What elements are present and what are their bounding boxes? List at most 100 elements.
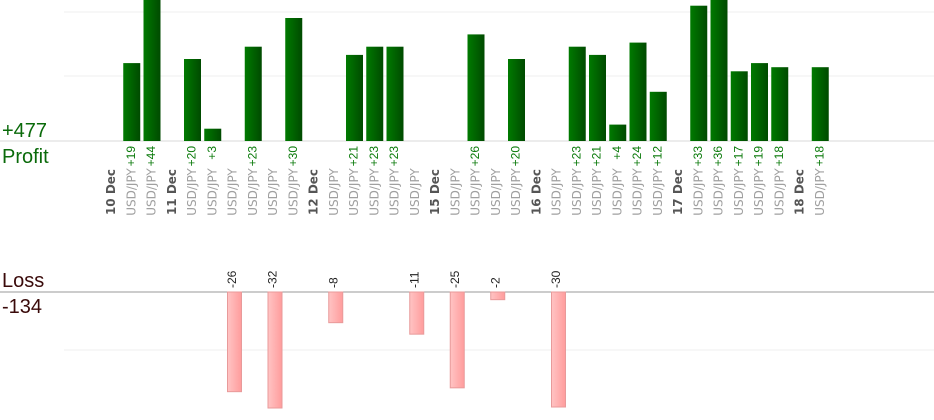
pair-label: USD/JPY [772,168,786,216]
pair-label: USD/JPY [732,168,746,216]
loss-bar [449,291,465,389]
profit-value-label: +44 [144,146,158,167]
date-label: 10 Dec [104,169,118,215]
pair-label: USD/JPY [813,168,827,216]
profit-bar [386,46,404,142]
date-label: 11 Dec [165,169,179,215]
loss-bar [490,291,506,301]
date-label: 12 Dec [307,169,321,215]
profit-total: +477 [2,120,47,142]
profit-bar [508,59,525,141]
profit-value-label: +3 [205,146,219,160]
profit-value-label: +18 [812,146,826,167]
profit-bar [123,63,141,141]
profit-bar [710,0,728,141]
profit-value-label: +30 [286,146,300,167]
loss-bar [267,291,283,409]
pair-label: USD/JPY [550,168,564,216]
pair-label: USD/JPY [124,168,138,216]
pair-label: USD/JPY [489,168,503,216]
profit-value-label: +19 [124,146,138,167]
profit-value-label: +23 [245,146,259,167]
profit-bar [609,124,627,141]
axis-labels: 10 Dec USD/JPY USD/JPY 11 Dec USD/JPY USD/JPY… [104,168,827,216]
loss-value-label: -25 [448,270,462,288]
profit-bar [811,67,829,141]
profit-value-label: +23 [569,146,583,167]
profit-bar [629,42,647,141]
pair-label: USD/JPY [448,168,462,216]
date-label: 18 Dec [793,169,807,215]
pair-label: USD/JPY [388,168,402,216]
profit-value-label: +36 [711,146,725,167]
profit-value-label: +21 [590,146,604,167]
date-label: 15 Dec [428,169,442,215]
profit-bar [568,46,586,142]
loss-value-label: -8 [326,277,340,288]
pair-label: USD/JPY [469,168,483,216]
profit-bar [730,71,748,141]
profit-value-label: +12 [650,146,664,167]
profit-value-label: +17 [731,146,745,167]
loss-value-label: -32 [266,270,280,288]
pair-label: USD/JPY [347,168,361,216]
profit-bar [184,59,201,141]
pair-label: USD/JPY [408,168,422,216]
loss-bar [551,291,566,408]
profit-title: Profit [2,146,49,168]
pair-label: USD/JPY [631,168,645,216]
profit-bar [204,128,222,141]
profit-bar [690,5,708,142]
profit-value-label: +24 [630,146,644,167]
profit-bar [751,63,768,141]
profit-value-label: +23 [367,146,381,167]
date-label: 16 Dec [529,169,543,215]
pair-label: USD/JPY [610,168,624,216]
profit-bar [244,46,262,142]
profit-bar [346,54,363,141]
profit-value-label: +23 [387,146,401,167]
date-label: 17 Dec [671,169,685,215]
profit-value-label: +21 [347,146,361,167]
profit-value-label: +26 [468,146,482,167]
loss-bar [328,291,344,324]
loss-bars [227,291,566,409]
pair-label: USD/JPY [145,168,159,216]
value-labels: +19 +44 +20 +3 -26 +23 -32 +30 -8 +21 +23 +23 -11 -25… [124,146,827,288]
profit-value-label: +20 [185,146,199,167]
pair-label: USD/JPY [327,168,341,216]
pair-label: USD/JPY [246,168,260,216]
profit-bar [771,67,789,141]
loss-title: Loss [2,270,44,292]
pair-label: USD/JPY [266,168,280,216]
profit-value-label: +19 [752,146,766,167]
profit-value-label: +20 [509,146,523,167]
pair-label: USD/JPY [752,168,766,216]
loss-value-label: -26 [225,270,239,288]
profit-bar [467,34,485,141]
profit-bar [143,0,161,141]
pair-label: USD/JPY [367,168,381,216]
profit-bar [285,18,303,141]
loss-value-label: -30 [549,270,563,288]
pair-label: USD/JPY [226,168,240,216]
loss-value-label: -11 [407,271,421,288]
profit-bar [649,91,667,141]
profit-value-label: +4 [610,146,624,160]
pair-label: USD/JPY [509,168,523,216]
profit-bar [366,46,384,142]
loss-total: -134 [2,296,42,318]
loss-bar [227,291,242,393]
profit-bars [123,0,829,142]
pair-label: USD/JPY [691,168,705,216]
pair-label: USD/JPY [651,168,665,216]
loss-value-label: -2 [488,277,502,288]
pair-label: USD/JPY [712,168,726,216]
pair-label: USD/JPY [590,168,604,216]
pair-label: USD/JPY [286,168,300,216]
pair-label: USD/JPY [205,168,219,216]
loss-bar [409,291,425,335]
profit-value-label: +33 [691,146,705,167]
pair-label: USD/JPY [185,168,199,216]
